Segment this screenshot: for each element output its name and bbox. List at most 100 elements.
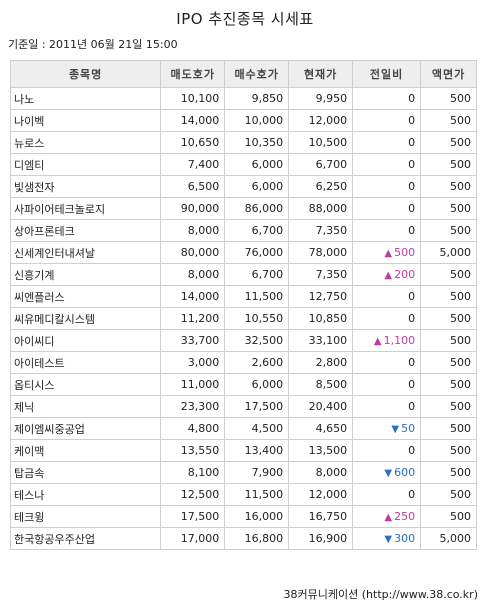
up-triangle-icon: ▲	[373, 336, 382, 347]
face-value: 500	[420, 329, 477, 352]
change-amount: 0	[408, 180, 416, 193]
sell-price: 8,100	[160, 461, 226, 484]
sell-price: 8,000	[160, 263, 226, 286]
current-price: 6,250	[288, 175, 354, 198]
table-row: 뉴로스 10,650 10,350 10,500 0 500	[9, 131, 477, 154]
current-price: 7,350	[288, 219, 354, 242]
change-value: 0	[352, 373, 422, 396]
stock-name: 씨엔플러스	[9, 285, 162, 308]
up-triangle-icon: ▲	[384, 512, 393, 523]
buy-price: 9,850	[224, 87, 290, 110]
face-value: 500	[420, 109, 477, 132]
sell-price: 33,700	[160, 329, 226, 352]
sell-price: 17,500	[160, 505, 226, 528]
stock-name: 상아프론테크	[9, 219, 162, 242]
change-amount: 0	[408, 444, 416, 457]
face-value: 500	[420, 219, 477, 242]
sell-price: 23,300	[160, 395, 226, 418]
change-value: 0	[352, 395, 422, 418]
face-value: 500	[420, 197, 477, 220]
change-value: 0	[352, 131, 422, 154]
sell-price: 6,500	[160, 175, 226, 198]
table-row: 빛샘전자 6,500 6,000 6,250 0 500	[9, 175, 477, 198]
current-price: 10,500	[288, 131, 354, 154]
change-amount: 0	[408, 114, 416, 127]
stock-name: 아이테스트	[9, 351, 162, 374]
table-header-row: 종목명 매도호가 매수호가 현재가 전일비 액면가	[9, 60, 477, 88]
table-row: 탑금속 8,100 7,900 8,000 ▼ 600 500	[9, 461, 477, 484]
buy-price: 11,500	[224, 285, 290, 308]
buy-price: 13,400	[224, 439, 290, 462]
stock-name: 한국항공우주산업	[9, 527, 162, 550]
face-value: 500	[420, 131, 477, 154]
change-amount: 0	[408, 488, 416, 501]
current-price: 12,750	[288, 285, 354, 308]
buy-price: 6,000	[224, 175, 290, 198]
table-row: 사파이어테크놀로지 90,000 86,000 88,000 0 500	[9, 197, 477, 220]
header-buy-price: 매수호가	[224, 60, 290, 88]
buy-price: 32,500	[224, 329, 290, 352]
face-value: 500	[420, 175, 477, 198]
current-price: 9,950	[288, 87, 354, 110]
change-value: ▲ 200	[352, 263, 422, 286]
table-row: 나이벡 14,000 10,000 12,000 0 500	[9, 109, 477, 132]
current-price: 10,850	[288, 307, 354, 330]
source-credit: 38커뮤니케이션 (http://www.38.co.kr)	[283, 588, 478, 601]
change-amount: 0	[408, 158, 416, 171]
stock-name: 신흥기계	[9, 263, 162, 286]
stock-name: 나노	[9, 87, 162, 110]
buy-price: 16,800	[224, 527, 290, 550]
current-price: 33,100	[288, 329, 354, 352]
change-amount: 600	[394, 466, 416, 479]
change-amount: 0	[408, 224, 416, 237]
table-row: 테스나 12,500 11,500 12,000 0 500	[9, 483, 477, 506]
change-value: 0	[352, 439, 422, 462]
down-triangle-icon: ▼	[391, 424, 400, 435]
face-value: 500	[420, 395, 477, 418]
change-amount: 0	[408, 290, 416, 303]
header-face-value: 액면가	[420, 60, 477, 88]
change-amount: 0	[408, 356, 416, 369]
change-value: 0	[352, 109, 422, 132]
stock-name: 신세계인터내셔날	[9, 241, 162, 264]
stock-name: 제이엠씨중공업	[9, 417, 162, 440]
change-value: 0	[352, 175, 422, 198]
stock-name: 사파이어테크놀로지	[9, 197, 162, 220]
face-value: 500	[420, 351, 477, 374]
current-price: 12,000	[288, 483, 354, 506]
change-amount: 0	[408, 136, 416, 149]
current-price: 4,650	[288, 417, 354, 440]
face-value: 500	[420, 417, 477, 440]
stock-name: 나이벡	[9, 109, 162, 132]
quote-table: 종목명 매도호가 매수호가 현재가 전일비 액면가 나노 10,100 9,850 9…	[9, 60, 477, 550]
buy-price: 16,000	[224, 505, 290, 528]
face-value: 5,000	[420, 527, 477, 550]
buy-price: 76,000	[224, 241, 290, 264]
sell-price: 80,000	[160, 241, 226, 264]
stock-name: 디엠티	[9, 153, 162, 176]
sell-price: 17,000	[160, 527, 226, 550]
change-amount: 1,100	[383, 334, 416, 347]
change-amount: 0	[408, 92, 416, 105]
face-value: 500	[420, 483, 477, 506]
buy-price: 6,000	[224, 153, 290, 176]
stock-name: 케이맥	[9, 439, 162, 462]
buy-price: 86,000	[224, 197, 290, 220]
table-row: 신흥기계 8,000 6,700 7,350 ▲ 200 500	[9, 263, 477, 286]
current-price: 78,000	[288, 241, 354, 264]
change-amount: 0	[408, 312, 416, 325]
stock-name: 옵티시스	[9, 373, 162, 396]
buy-price: 2,600	[224, 351, 290, 374]
table-row: 케이맥 13,550 13,400 13,500 0 500	[9, 439, 477, 462]
change-value: 0	[352, 351, 422, 374]
face-value: 500	[420, 505, 477, 528]
down-triangle-icon: ▼	[384, 468, 393, 479]
sell-price: 11,200	[160, 307, 226, 330]
current-price: 7,350	[288, 263, 354, 286]
current-price: 13,500	[288, 439, 354, 462]
page-title: IPO 추진종목 시세표	[176, 10, 314, 28]
buy-price: 6,700	[224, 263, 290, 286]
stock-name: 테스나	[9, 483, 162, 506]
stock-name: 탑금속	[9, 461, 162, 484]
change-value: 0	[352, 307, 422, 330]
